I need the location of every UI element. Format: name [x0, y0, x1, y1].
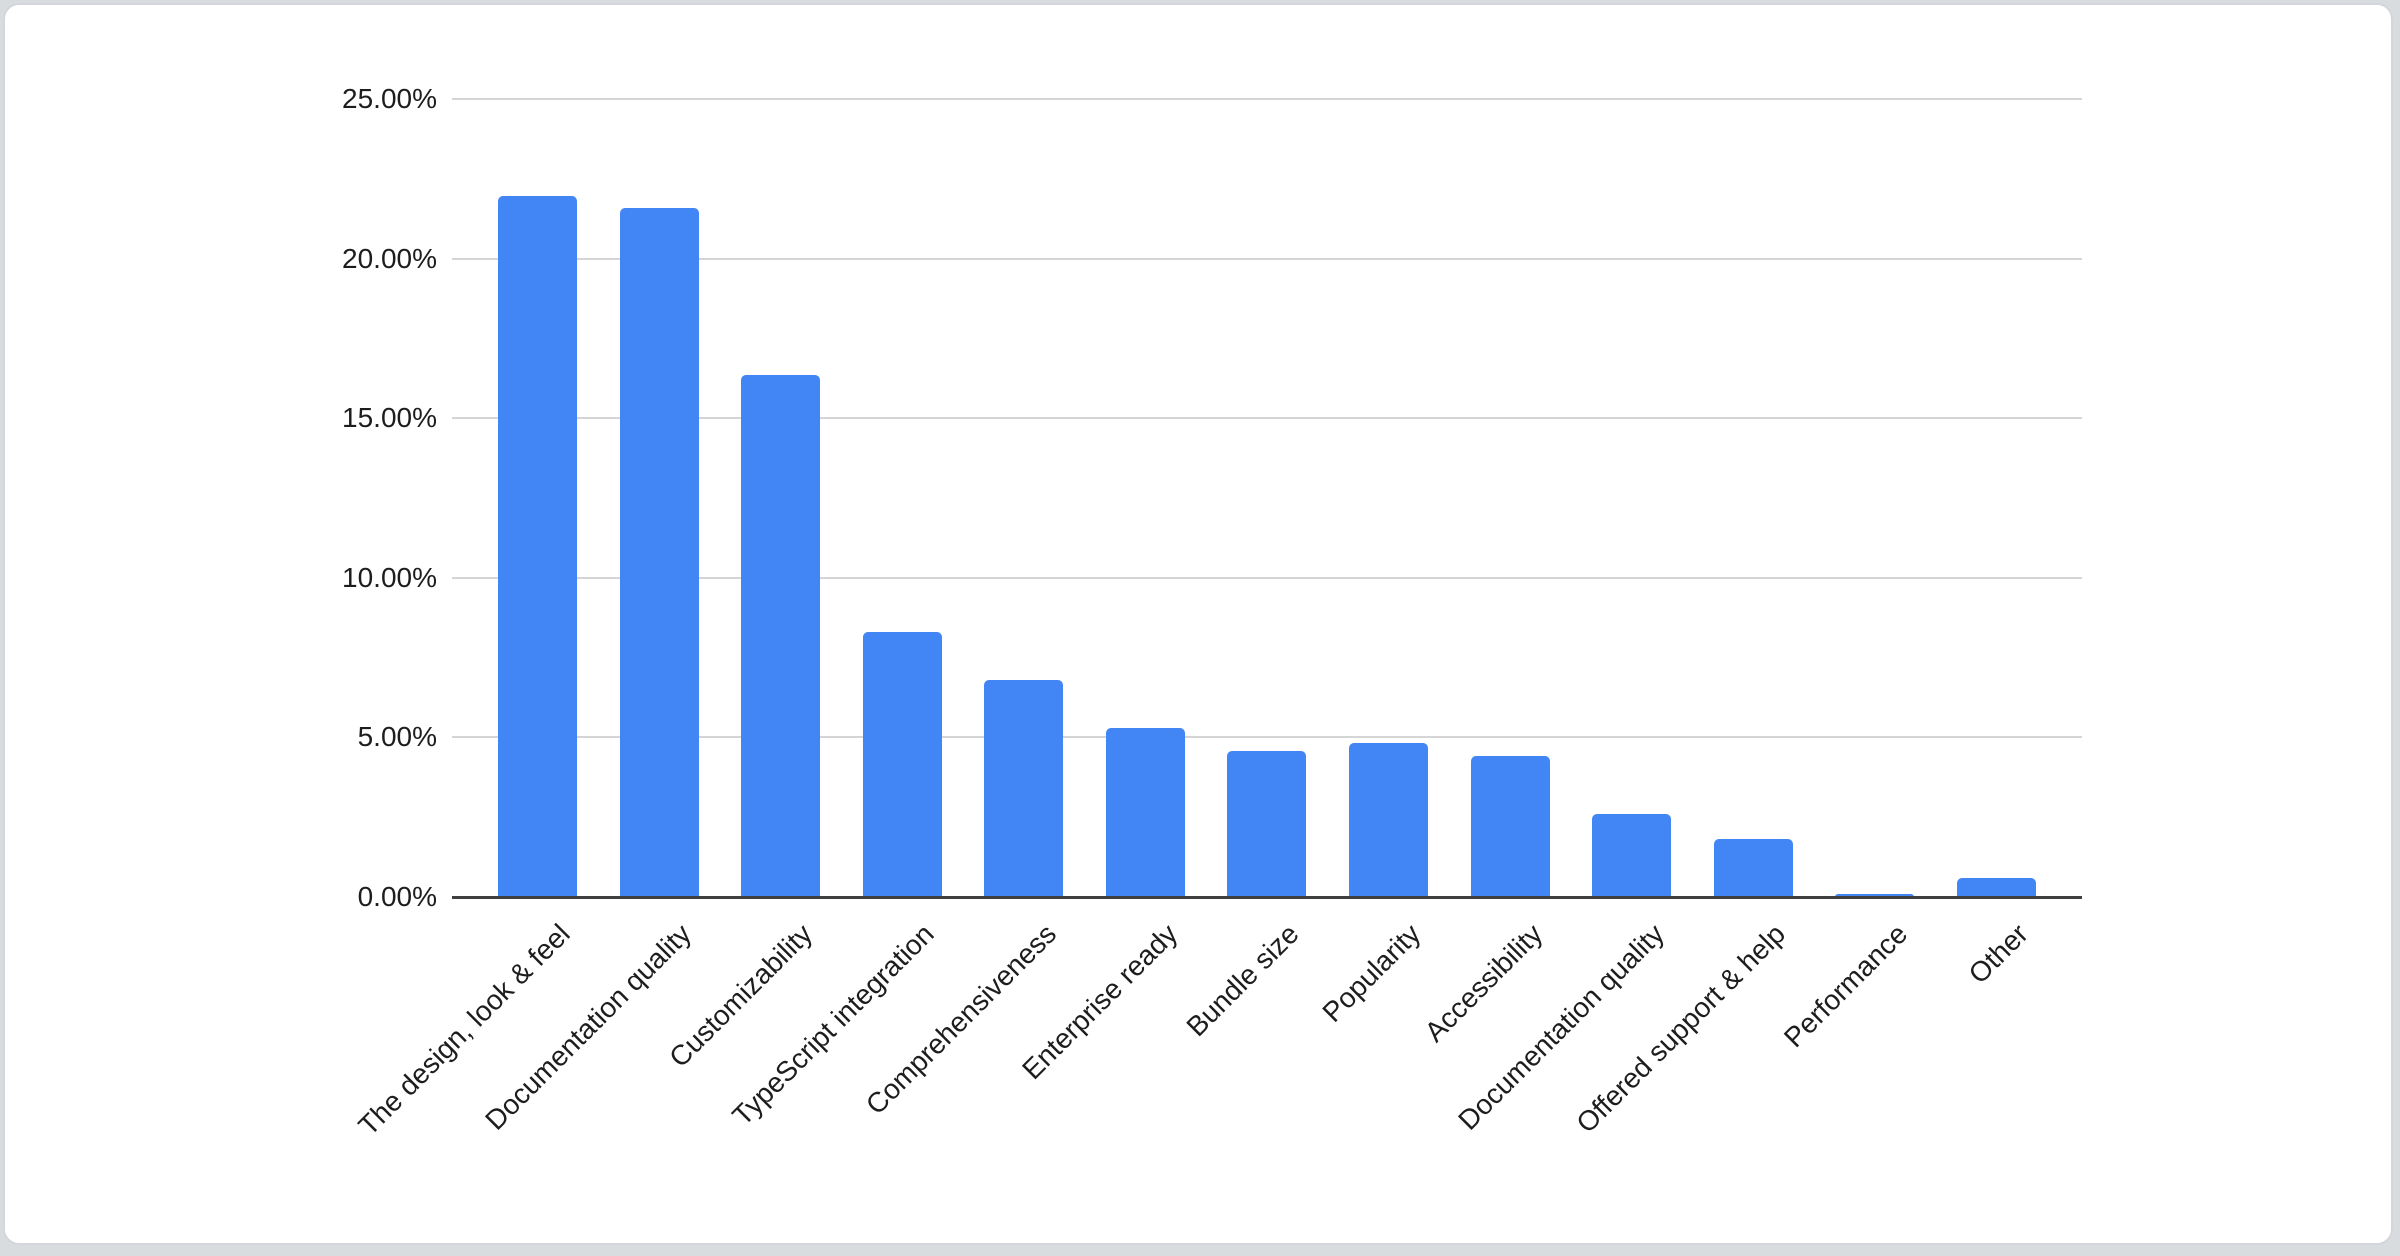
bar-documentation-quality[interactable] [619, 208, 699, 897]
bar-customizability[interactable] [741, 375, 821, 897]
y-axis-tick-label: 5.00% [357, 721, 437, 753]
x-axis-line [452, 896, 2082, 899]
x-category-label: Offered support & help [1570, 918, 1792, 1139]
bar-popularity[interactable] [1349, 742, 1429, 897]
x-category-label: TypeScript integration [726, 918, 941, 1132]
gridline [452, 417, 2082, 420]
bar-the-design-look-feel[interactable] [498, 196, 577, 897]
y-axis-tick-label: 20.00% [342, 242, 437, 274]
x-category-label: Accessibility [1418, 918, 1549, 1048]
bar-accessibility[interactable] [1470, 755, 1550, 897]
x-category-label: Performance [1777, 918, 1913, 1054]
bar-documentation-quality[interactable] [1592, 814, 1672, 897]
x-category-label: Popularity [1316, 918, 1427, 1028]
gridline [452, 736, 2082, 739]
y-axis-tick-label: 25.00% [342, 83, 437, 114]
bar-offered-support-help[interactable] [1713, 838, 1793, 897]
gridline [452, 257, 2082, 260]
gridline [452, 98, 2082, 100]
bar-enterprise-ready[interactable] [1105, 727, 1185, 897]
chart-card [3, 3, 2393, 1245]
y-axis-tick-label: 10.00% [342, 561, 437, 593]
x-category-label: Bundle size [1180, 918, 1305, 1043]
bar-bundle-size[interactable] [1227, 750, 1307, 897]
bar-typescript-integration[interactable] [862, 631, 942, 897]
bar-comprehensiveness[interactable] [984, 679, 1064, 897]
x-category-label: Documentation quality [479, 918, 698, 1136]
x-category-label: Documentation quality [1451, 918, 1670, 1136]
x-category-label: Other [1962, 918, 2035, 990]
y-axis-tick-label: 15.00% [342, 402, 437, 434]
x-category-label: The design, look & feel [352, 918, 576, 1142]
bar-performance[interactable] [1835, 893, 1915, 897]
bar-other[interactable] [1956, 877, 2036, 897]
y-axis-tick-label: 0.00% [357, 881, 437, 912]
gridline [452, 576, 2082, 579]
